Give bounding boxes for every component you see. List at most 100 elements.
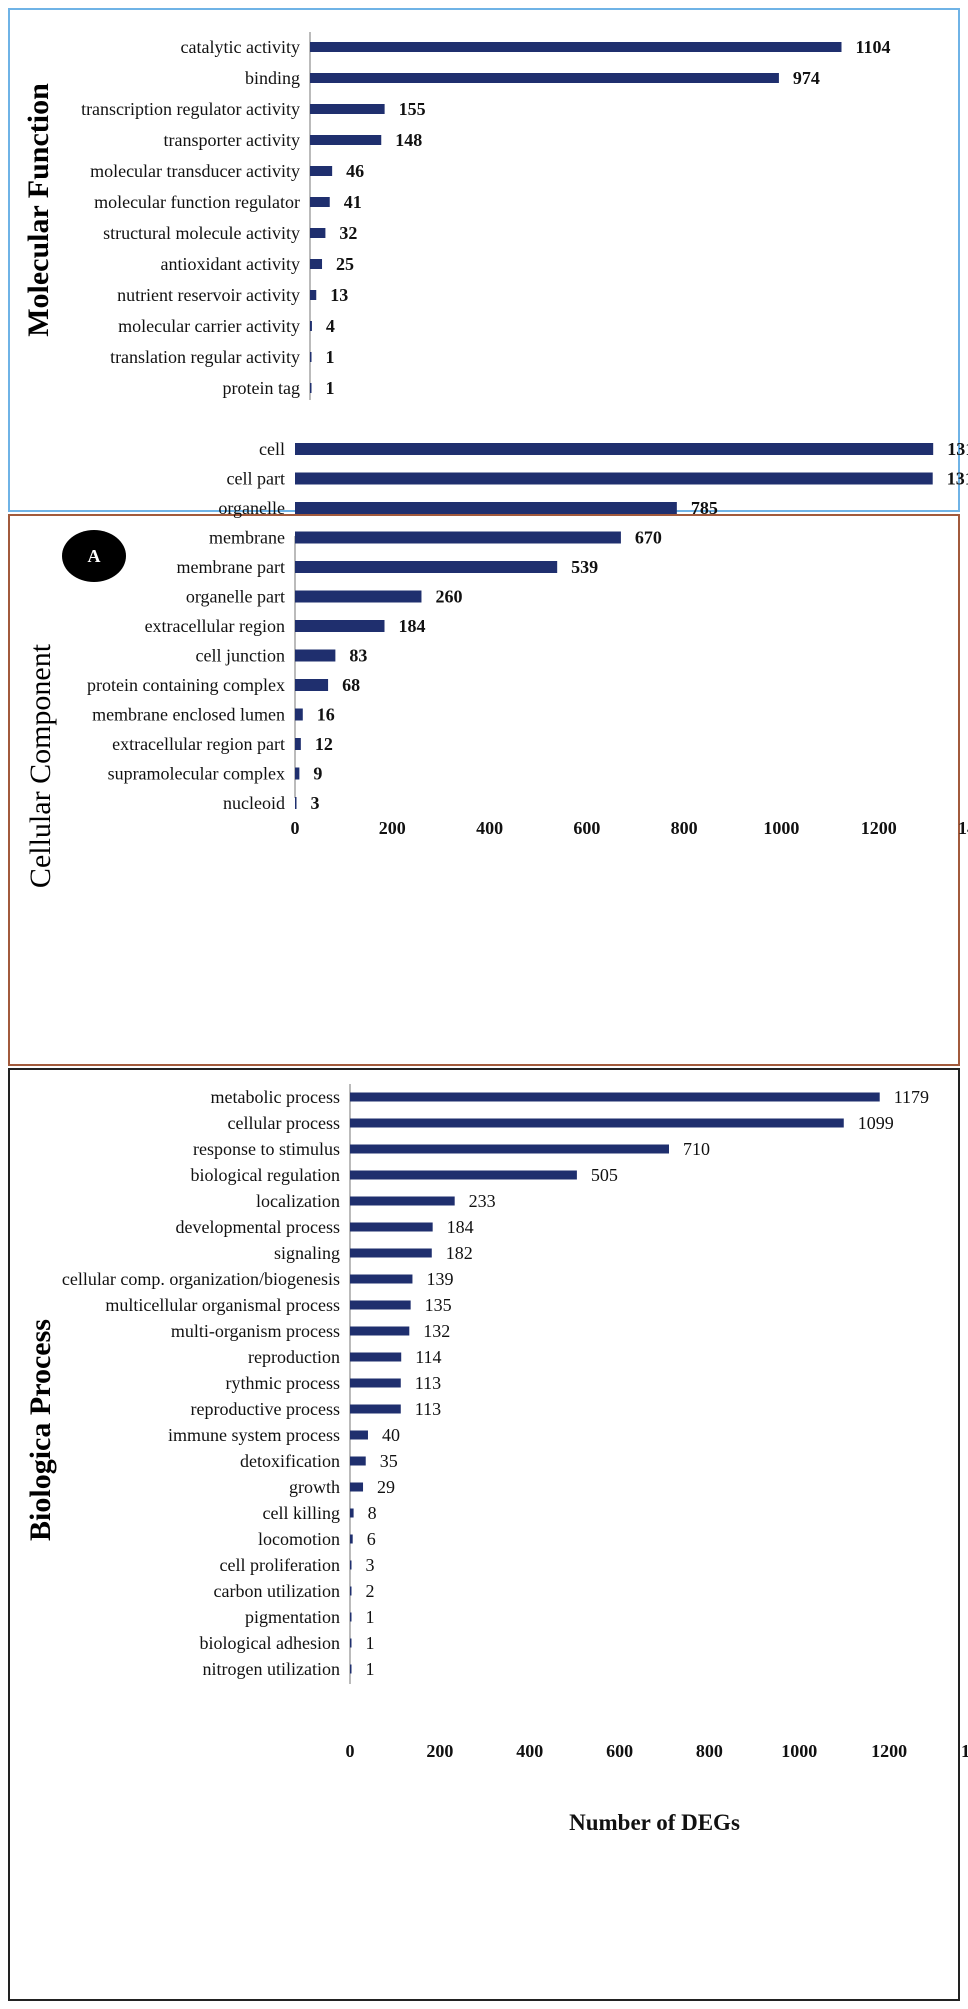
bp-category-label: locomotion (258, 1529, 340, 1549)
mf-bar (310, 383, 312, 393)
bp-value-label: 8 (368, 1503, 377, 1523)
bp-value-label: 1099 (858, 1113, 894, 1133)
cc-y-axis-title: Cellular Component (24, 643, 57, 888)
mf-value-label: 155 (399, 99, 426, 119)
cc-bar (295, 443, 934, 455)
cc-category-label: supramolecular complex (108, 764, 285, 784)
bp-category-label: detoxification (240, 1451, 340, 1471)
cc-x-tick-label: 1400 (958, 818, 968, 838)
cc-category-label: organelle part (186, 587, 285, 607)
cc-value-label: 12 (315, 734, 333, 754)
cc-x-tick-label: 200 (379, 818, 406, 838)
bp-x-tick-label: 800 (696, 1741, 723, 1761)
bp-x-tick-label: 200 (426, 1741, 453, 1761)
molecular-function-panel: catalytic activity 1104 binding 974 transcri… (8, 8, 960, 512)
bp-category-label: cellular process (228, 1113, 340, 1133)
bp-bar (350, 1170, 577, 1180)
cc-category-label: cell (259, 439, 285, 459)
bp-bar (350, 1248, 432, 1258)
bp-bar (350, 1222, 433, 1232)
bp-value-label: 40 (382, 1425, 400, 1445)
bp-category-label: rythmic process (226, 1373, 340, 1393)
bp-category-label: biological adhesion (200, 1633, 340, 1653)
mf-bar (310, 104, 385, 114)
bp-bar (350, 1404, 401, 1414)
bp-value-label: 1 (366, 1607, 375, 1627)
mf-bar (310, 228, 326, 238)
mf-value-label: 1 (326, 347, 335, 367)
bp-value-label: 29 (377, 1477, 395, 1497)
cc-bar (295, 472, 933, 485)
bp-value-label: 710 (683, 1139, 710, 1159)
cc-value-label: 16 (317, 705, 335, 725)
bp-value-label: 1 (366, 1659, 375, 1679)
cc-category-label: membrane (209, 528, 285, 548)
mf-category-label: binding (245, 68, 300, 88)
mf-value-label: 148 (395, 130, 422, 150)
bp-category-label: localization (256, 1191, 340, 1211)
cc-bar (295, 738, 301, 750)
mf-value-label: 4 (326, 316, 335, 336)
cc-value-label: 1311 (947, 469, 968, 489)
mf-category-label: protein tag (223, 378, 300, 398)
cc-category-label: nucleoid (223, 793, 285, 813)
mf-bar (310, 197, 330, 207)
bp-category-label: response to stimulus (193, 1139, 340, 1159)
bp-value-label: 3 (366, 1555, 375, 1575)
cc-value-label: 539 (571, 557, 598, 577)
mf-bar (310, 290, 317, 300)
mf-y-axis-title: Molecular Function (22, 83, 55, 337)
cellular-component-chart: cell 1312 cell part 1311 organelle 785 membran… (24, 439, 968, 888)
bp-value-label: 233 (469, 1191, 496, 1211)
bp-bar (350, 1144, 669, 1154)
cc-value-label: 184 (399, 616, 426, 636)
mf-bar (310, 352, 312, 362)
cc-x-tick-label: 800 (671, 818, 698, 838)
cc-category-label: extracellular region part (112, 734, 285, 754)
mf-category-label: antioxidant activity (161, 254, 300, 274)
mf-category-label: nutrient reservoir activity (117, 285, 300, 305)
bp-bar (350, 1612, 352, 1622)
cc-category-label: membrane enclosed lumen (92, 705, 285, 725)
bp-bar (350, 1326, 410, 1336)
cc-x-tick-label: 1200 (861, 818, 897, 838)
bp-bar (350, 1664, 352, 1674)
bp-x-tick-label: 1400 (961, 1741, 968, 1761)
cc-badge-label: A (88, 546, 101, 566)
cc-value-label: 83 (349, 646, 367, 666)
bp-bar (350, 1430, 368, 1440)
bp-x-axis-title: Number of DEGs (569, 1810, 740, 1835)
cellular-component-panel: cell 1312 cell part 1311 organelle 785 membran… (8, 439, 968, 1066)
bp-value-label: 182 (446, 1243, 473, 1263)
bp-category-label: immune system process (168, 1425, 340, 1445)
bp-category-label: pigmentation (245, 1607, 340, 1627)
bp-bar (350, 1482, 364, 1492)
bp-value-label: 1179 (894, 1087, 929, 1107)
bp-category-label: nitrogen utilization (203, 1659, 340, 1679)
mf-category-label: transcription regulator activity (81, 99, 300, 119)
cc-category-label: membrane part (177, 557, 285, 577)
bp-bar (350, 1508, 354, 1518)
bp-x-tick-label: 0 (346, 1741, 355, 1761)
cc-x-tick-label: 400 (476, 818, 503, 838)
mf-value-label: 1 (326, 378, 335, 398)
cc-category-label: cell part (227, 469, 285, 489)
cc-x-tick-label: 600 (573, 818, 600, 838)
mf-category-label: structural molecule activity (103, 223, 300, 243)
bp-value-label: 184 (447, 1217, 474, 1237)
bp-value-label: 113 (415, 1399, 441, 1419)
bp-bar (350, 1638, 352, 1648)
mf-bar (310, 166, 333, 176)
bp-bar (350, 1092, 880, 1102)
bp-x-tick-label: 400 (516, 1741, 543, 1761)
bp-category-label: developmental process (176, 1217, 340, 1237)
bp-category-label: metabolic process (211, 1087, 340, 1107)
bp-category-label: multi-organism process (171, 1321, 340, 1341)
bp-x-tick-label: 600 (606, 1741, 633, 1761)
mf-bar (310, 135, 382, 145)
cc-value-label: 670 (635, 528, 662, 548)
bp-value-label: 1 (366, 1633, 375, 1653)
cc-bar (295, 797, 297, 809)
cc-category-label: cell junction (196, 646, 285, 666)
bp-x-tick-label: 1000 (781, 1741, 817, 1761)
